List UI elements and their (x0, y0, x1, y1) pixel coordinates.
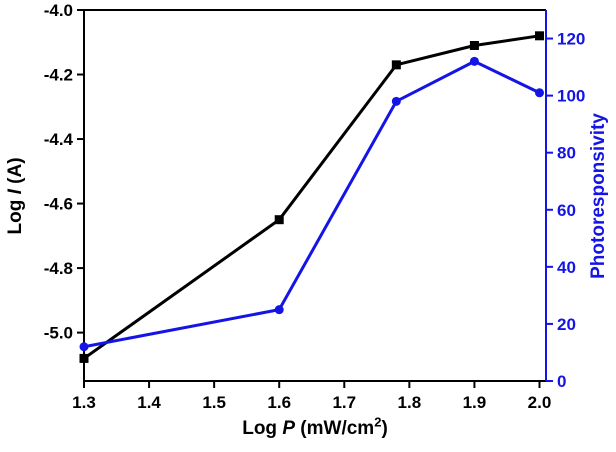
x-tick-label: 2.0 (528, 393, 552, 412)
data-point-circle (274, 305, 284, 315)
x-axis-title-pre: Log (242, 418, 283, 439)
x-tick-label: 1.9 (463, 393, 487, 412)
left-y-tick-label: -5.0 (44, 324, 73, 343)
left-y-tick-label: -4.6 (44, 195, 73, 214)
x-tick-label: 1.7 (332, 393, 356, 412)
data-point-square (391, 60, 401, 70)
x-axis-title-sup: 2 (374, 414, 382, 430)
left-y-tick-label: -4.4 (44, 130, 74, 149)
right-y-tick-label: 120 (557, 30, 585, 49)
data-point-circle (469, 56, 479, 66)
x-axis-title-end: ) (381, 418, 388, 439)
left-y-tick-label: -4.2 (44, 66, 73, 85)
data-point-square (469, 40, 479, 50)
left-axis-title-pre: Log (5, 194, 26, 235)
left-axis-title-italic: I (5, 189, 26, 195)
series-line-left (83, 34, 540, 360)
x-tick-label: 1.5 (202, 393, 226, 412)
x-tick-label: 1.3 (72, 393, 96, 412)
right-y-tick-label: 60 (557, 201, 576, 220)
data-point-circle (79, 342, 89, 352)
right-axis-title-text: Photoresponsivity (588, 113, 609, 279)
x-tick-label: 1.6 (267, 393, 291, 412)
x-tick-label: 1.8 (398, 393, 422, 412)
right-y-tick-label: 40 (557, 258, 576, 277)
right-y-tick-label: 80 (557, 144, 576, 163)
data-point-square (79, 353, 89, 363)
right-y-tick-label: 100 (557, 87, 585, 106)
data-point-circle (391, 96, 401, 106)
right-y-tick-label: 20 (557, 315, 576, 334)
left-axis-title: Log I (A) (5, 157, 27, 234)
x-axis-title: Log P (mW/cm2) (84, 414, 546, 440)
x-axis-title-post: (mW/cm (295, 418, 375, 439)
data-point-square (274, 215, 284, 225)
data-point-circle (534, 88, 544, 98)
x-axis-title-italic: P (282, 418, 296, 439)
right-axis-title: Photoresponsivity (588, 113, 610, 279)
left-axis-title-post: (A) (5, 157, 26, 190)
left-y-tick-label: -4.0 (44, 1, 73, 20)
data-point-square (534, 31, 544, 41)
x-tick-label: 1.4 (137, 393, 161, 412)
right-y-tick-label: 0 (557, 372, 566, 391)
left-y-tick-label: -4.8 (44, 259, 73, 278)
series-line-right (83, 59, 541, 349)
